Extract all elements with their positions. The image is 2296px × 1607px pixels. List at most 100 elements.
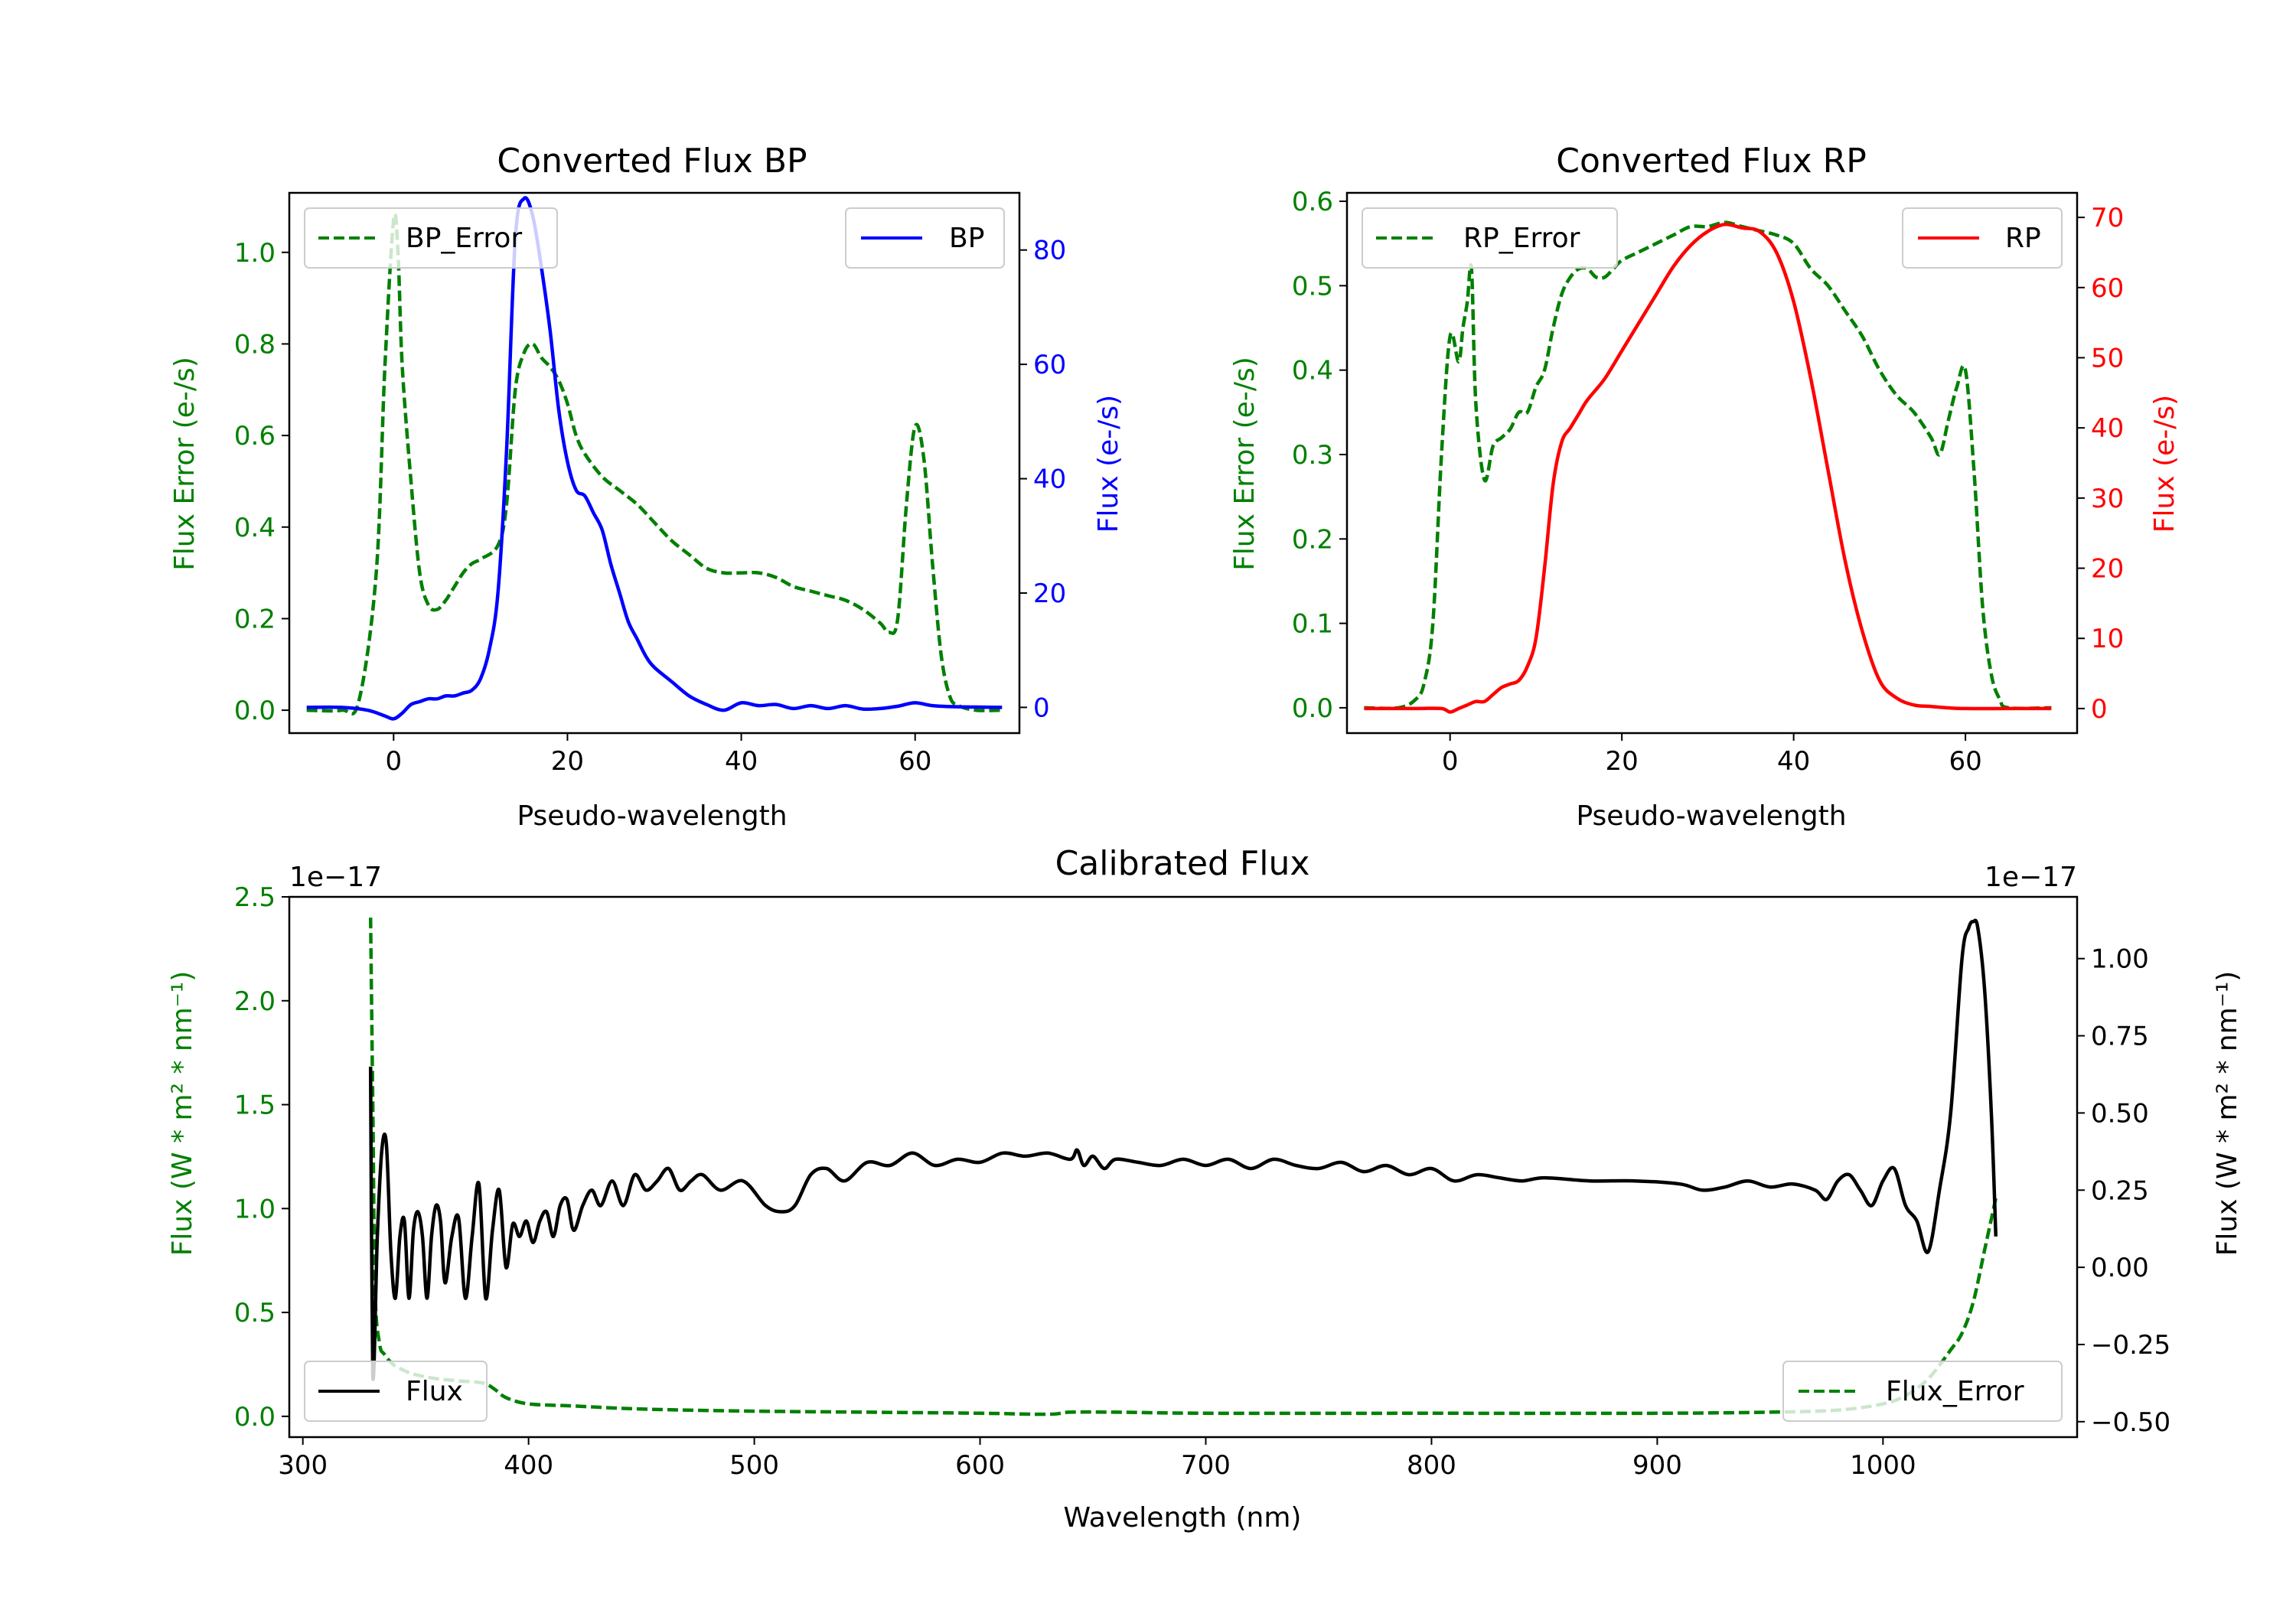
cal-xticks: 300 400 500 600 700 800 900 1000 — [278, 1437, 1916, 1481]
cal-legend-error-box — [1782, 1361, 2063, 1422]
cal-offset-left: 1e−17 — [289, 862, 382, 893]
rp-ytick-left-label: 0.0 — [1292, 693, 1333, 724]
calibrated-xtick-label: 500 — [729, 1450, 779, 1481]
cal-legend-error-label: Flux_Error — [1886, 1376, 2024, 1407]
rp-legend-error-box — [1362, 207, 1618, 269]
cal-title: Calibrated Flux — [1055, 844, 1310, 883]
rp-ytick-left-label: 0.5 — [1292, 271, 1333, 302]
bp-xtick-label: 0 — [385, 746, 402, 777]
rp-xticks: 0 20 40 60 — [1442, 733, 1982, 777]
cal-flux-series — [368, 918, 1998, 1381]
rp-ytick-right-label: 30 — [2091, 484, 2124, 514]
calibrated-ytick-left-label: 2.0 — [234, 986, 276, 1017]
bp-ytick-left-label: 0.0 — [234, 696, 276, 726]
rp-ytick-right-label: 40 — [2091, 413, 2124, 444]
bp-xtick-label: 40 — [725, 746, 758, 777]
calibrated-ytick-left-label: 0.5 — [234, 1298, 276, 1328]
calibrated-panel: Calibrated Flux Wavelength (nm) 1e−17 1e… — [167, 844, 2243, 1534]
calibrated-ytick-right-label: −0.25 — [2091, 1330, 2170, 1361]
calibrated-ytick-right-label: 0.00 — [2091, 1253, 2149, 1283]
bp-legend-error-box — [304, 207, 558, 269]
rp-legend-flux: RP — [1902, 207, 2063, 269]
bp-xtick-label: 20 — [551, 746, 584, 777]
rp-legend-flux-label: RP — [2005, 223, 2041, 254]
cal-legend-flux-label: Flux — [406, 1376, 463, 1407]
calibrated-ytick-left-label: 2.5 — [234, 882, 276, 913]
bp-yticks-right: 0 20 40 60 80 — [1019, 236, 1066, 723]
rp-yticks-left: 0.0 0.1 0.2 0.3 0.4 0.5 0.6 — [1292, 187, 1347, 724]
bp-legend-flux-label: BP — [949, 223, 984, 254]
cal-axes-frame — [288, 895, 2079, 1439]
rp-title: Converted Flux RP — [1556, 142, 1867, 181]
rp-xlabel: Pseudo-wavelength — [1576, 800, 1846, 832]
calibrated-xtick-label: 900 — [1632, 1450, 1682, 1481]
rp-ytick-left-label: 0.6 — [1292, 187, 1333, 217]
calibrated-ytick-right-label: 0.75 — [2091, 1022, 2149, 1052]
bp-series-bp-error-line — [306, 212, 1003, 715]
rp-ytick-left-label: 0.2 — [1292, 524, 1333, 555]
cal-ylabel-right: Flux (W * m² * nm⁻¹) — [2212, 971, 2243, 1257]
bp-xticks: 0 20 40 60 — [385, 733, 931, 777]
rp-ylabel-right: Flux (e-/s) — [2149, 395, 2180, 533]
cal-yticks-right: −0.50 −0.25 0.00 0.25 0.50 0.75 1.00 — [2077, 944, 2170, 1438]
bp-ytick-left-label: 0.4 — [234, 513, 276, 543]
bp-ytick-left-label: 0.6 — [234, 421, 276, 451]
rp-ytick-right-label: 50 — [2091, 343, 2124, 373]
calibrated-xtick-label: 300 — [278, 1450, 328, 1481]
bp-ytick-right-label: 80 — [1033, 236, 1066, 266]
calibrated-xtick-label: 600 — [955, 1450, 1005, 1481]
bp-title: Converted Flux BP — [497, 142, 807, 181]
calibrated-xtick-label: 800 — [1407, 1450, 1456, 1481]
rp-ytick-left-label: 0.4 — [1292, 356, 1333, 386]
rp-ytick-right-label: 60 — [2091, 273, 2124, 304]
calibrated-xtick-label: 700 — [1181, 1450, 1231, 1481]
calibrated-ytick-right-label: 1.00 — [2091, 944, 2149, 975]
bp-axes-frame — [288, 191, 1021, 735]
cal-offset-right: 1e−17 — [1985, 862, 2077, 893]
cal-legend-flux: Flux — [304, 1361, 488, 1422]
calibrated-series-flux-line — [368, 918, 1998, 1381]
calibrated-ytick-right-label: 0.25 — [2091, 1175, 2149, 1206]
calibrated-ytick-right-label: 0.50 — [2091, 1098, 2149, 1129]
bp-ytick-left-label: 0.2 — [234, 604, 276, 634]
cal-legend-error: Flux_Error — [1782, 1361, 2063, 1422]
bp-ytick-right-label: 60 — [1033, 350, 1066, 380]
bp-ytick-right-label: 0 — [1033, 693, 1050, 723]
rp-yticks-right: 0 10 20 30 40 50 60 70 — [2077, 203, 2124, 725]
cal-ylabel-left: Flux (W * m² * nm⁻¹) — [167, 971, 198, 1257]
rp-ylabel-left: Flux Error (e-/s) — [1229, 357, 1261, 571]
rp-flux-series — [1364, 222, 2052, 714]
calibrated-ytick-right-label: −0.50 — [2091, 1407, 2170, 1438]
rp-ytick-left-label: 0.1 — [1292, 609, 1333, 640]
bp-ytick-right-label: 40 — [1033, 464, 1066, 495]
bp-ylabel-right: Flux (e-/s) — [1093, 395, 1124, 533]
rp-legend-flux-box — [1902, 207, 2063, 269]
rp-ytick-right-label: 20 — [2091, 554, 2124, 585]
rp-axes-frame — [1345, 191, 2079, 735]
calibrated-ytick-left-label: 1.5 — [234, 1090, 276, 1121]
bp-ylabel-left: Flux Error (e-/s) — [169, 357, 201, 571]
rp-legend-error: RP_Error — [1362, 207, 1618, 269]
bp-flux-series — [306, 196, 1003, 721]
cal-legend-flux-box — [304, 1361, 488, 1422]
calibrated-ytick-left-label: 0.0 — [234, 1402, 276, 1433]
rp-legend-error-label: RP_Error — [1463, 223, 1580, 254]
bp-panel: Converted Flux BP Pseudo-wavelength Flux… — [169, 142, 1124, 832]
calibrated-xtick-label: 400 — [504, 1450, 553, 1481]
rp-xtick-label: 0 — [1442, 746, 1459, 777]
bp-ytick-right-label: 20 — [1033, 579, 1066, 609]
bp-legend-error-label: BP_Error — [406, 223, 522, 254]
bp-ytick-left-label: 1.0 — [234, 238, 276, 269]
bp-error-series — [306, 212, 1003, 715]
bp-legend-error: BP_Error — [304, 207, 558, 269]
calibrated-xtick-label: 1000 — [1850, 1450, 1916, 1481]
rp-series-rp-line — [1364, 222, 2052, 714]
rp-xtick-label: 20 — [1606, 746, 1639, 777]
rp-xtick-label: 60 — [1949, 746, 1981, 777]
bp-ytick-left-label: 0.8 — [234, 329, 276, 360]
bp-series-bp-line — [306, 196, 1003, 721]
bp-xtick-label: 60 — [899, 746, 931, 777]
bp-yticks-left: 0.0 0.2 0.4 0.6 0.8 1.0 — [234, 238, 289, 726]
cal-yticks-left: 0.0 0.5 1.0 1.5 2.0 2.5 — [234, 882, 289, 1433]
